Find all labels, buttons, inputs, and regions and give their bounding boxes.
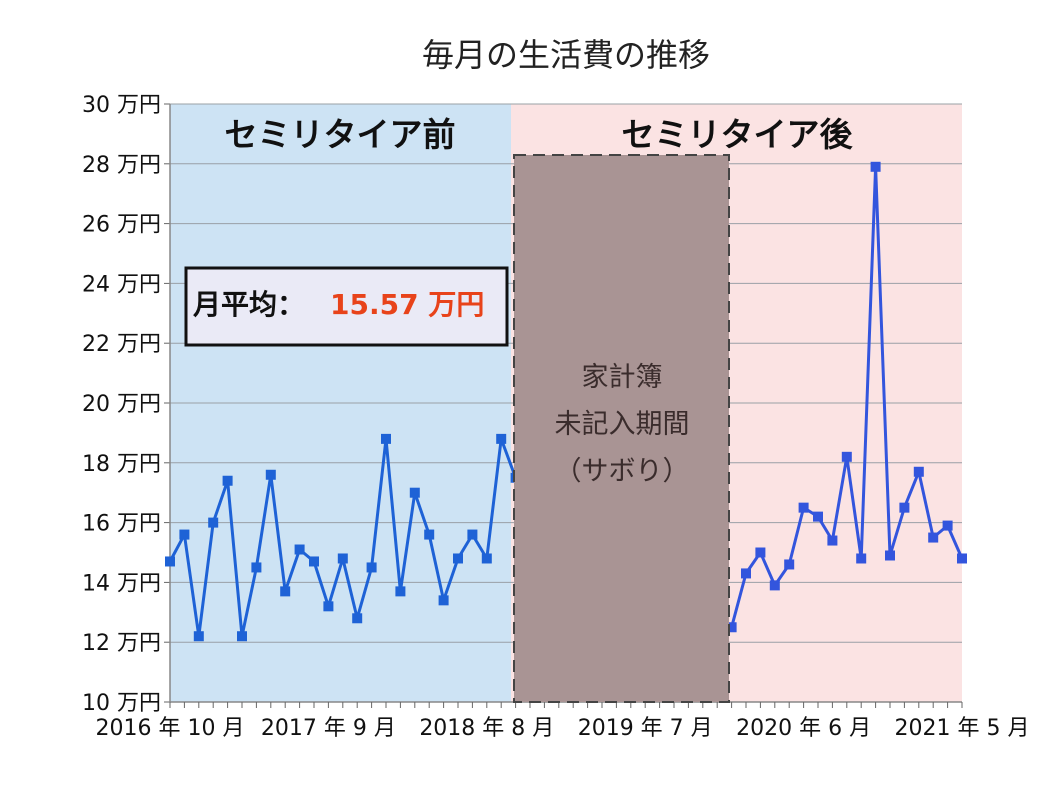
x-tick-label: 2021 年 5 月 [895,716,1030,741]
data-point [294,544,305,555]
x-tick-label: 2020 年 6 月 [736,716,871,741]
x-axis-ticks: 2016 年 10 月 2017 年 9 月 2018 年 8 月 2019 年 7 … [96,702,1030,741]
data-point [395,586,406,597]
data-point [784,559,795,570]
average-box: 月平均： 15.57 万円 [184,266,509,347]
y-tick-label: 28 万円 [82,153,161,178]
data-point [942,520,953,531]
average-value: 15.57 万円 [330,288,484,321]
period-after-label: セミリタイア後 [622,115,854,154]
data-point [366,562,377,573]
data-point [798,502,809,513]
x-tick-label: 2019 年 7 月 [578,716,713,741]
x-tick-label: 2018 年 8 月 [419,716,554,741]
data-point [222,475,233,486]
data-point [280,586,291,597]
gap-line-1: 家計簿 [582,362,663,393]
average-box-frame [184,266,509,347]
y-axis-ticks: 30 万円 28 万円 26 万円 24 万円 22 万円 20 万円 18 万円 16 万円… [82,93,170,716]
data-point [813,511,823,522]
data-point [179,529,190,540]
data-point [165,556,175,567]
y-tick-label: 16 万円 [82,512,161,537]
data-point [755,547,766,558]
data-point [381,433,391,444]
data-point [885,550,895,561]
period-before-label: セミリタイア前 [225,115,456,154]
data-point [928,532,939,543]
data-point [309,556,319,567]
x-tick-label: 2016 年 10 月 [96,716,245,741]
y-tick-label: 24 万円 [82,272,161,297]
data-point [265,469,276,480]
y-tick-label: 22 万円 [82,332,161,357]
data-point [409,487,420,498]
data-point [438,595,449,606]
y-tick-label: 26 万円 [82,213,161,238]
data-point [193,631,204,642]
data-point [237,631,247,642]
gap-box: 家計簿 未記入期間 （サボり） [513,154,730,703]
y-tick-label: 14 万円 [82,571,161,596]
data-point [453,553,463,564]
data-point [827,535,838,546]
data-point [337,553,348,564]
data-point [870,161,881,172]
y-tick-label: 18 万円 [82,452,161,477]
average-label: 月平均： [192,288,305,321]
data-point [957,553,967,564]
data-point [913,466,924,477]
y-tick-label: 10 万円 [82,691,161,716]
data-point [323,601,334,612]
data-point [208,517,219,528]
data-point [899,502,910,513]
y-tick-label: 30 万円 [82,93,161,118]
y-tick-label: 12 万円 [82,631,161,656]
y-tick-label: 20 万円 [82,392,161,417]
gap-line-3: （サボり） [555,456,690,487]
data-point [856,553,867,564]
data-point [726,622,737,633]
data-point [251,562,262,573]
data-point [467,529,478,540]
data-point [424,529,435,540]
x-tick-label: 2017 年 9 月 [261,716,396,741]
data-point [481,553,492,564]
data-point [352,613,363,624]
data-point [769,580,780,591]
data-point [496,433,507,444]
data-point [741,568,751,579]
gap-line-2: 未記入期間 [555,409,690,440]
gap-rect [513,154,730,703]
data-point [841,451,852,462]
chart-title: 毎月の生活費の推移 [422,36,710,74]
series-layer [165,161,967,642]
